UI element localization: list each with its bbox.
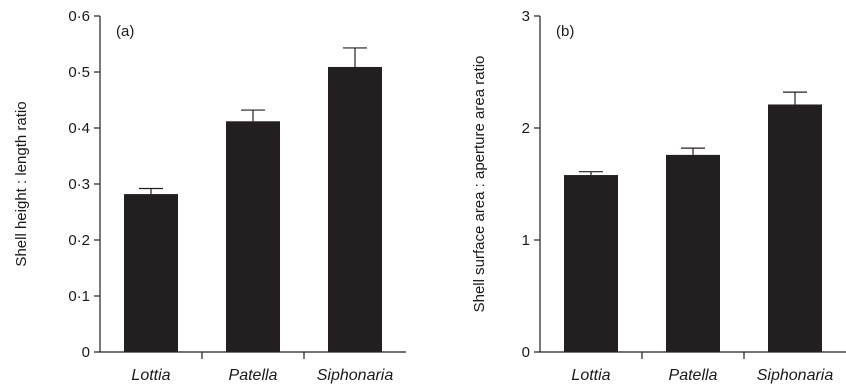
y-axis-label: Shell surface area : aperture area ratio: [471, 56, 488, 313]
category-label: Siphonaria: [757, 367, 834, 384]
y-tick-label: 0: [82, 344, 90, 361]
y-tick-label: 0·3: [68, 176, 90, 193]
y-tick-label: 2: [522, 120, 530, 137]
category-label: Lottia: [571, 367, 610, 384]
category-label: Lottia: [131, 367, 170, 384]
bar-patella: [666, 154, 720, 352]
bar-lottia: [564, 175, 618, 352]
y-tick-label: 3: [522, 8, 530, 25]
panel-label: (b): [556, 23, 574, 40]
y-tick-label: 0·2: [68, 232, 90, 249]
y-axis-label: Shell height : length ratio: [13, 101, 30, 266]
y-tick-label: 0·1: [68, 288, 90, 305]
y-tick-label: 0·4: [68, 120, 90, 137]
category-label: Patella: [669, 367, 718, 384]
bar-siphonaria: [768, 104, 822, 352]
bar-patella: [226, 121, 280, 352]
category-label: Siphonaria: [317, 367, 394, 384]
bar-siphonaria: [328, 66, 382, 353]
panel-label: (a): [116, 23, 134, 40]
y-tick-label: 1: [522, 232, 530, 249]
y-tick-label: 0·5: [68, 64, 90, 81]
y-tick-label: 0: [522, 344, 530, 361]
panel-a: 0 0·1 0·2 0·3 0·4 0·5 0·6 Lottia Patella Siphonar…: [13, 8, 406, 384]
category-label: Patella: [229, 367, 278, 384]
y-tick-label: 0·6: [68, 8, 90, 25]
bar-lottia: [124, 194, 178, 352]
panel-b: 0 1 2 3 Lottia Patella Siphonaria (b) Shell surf…: [471, 8, 846, 384]
